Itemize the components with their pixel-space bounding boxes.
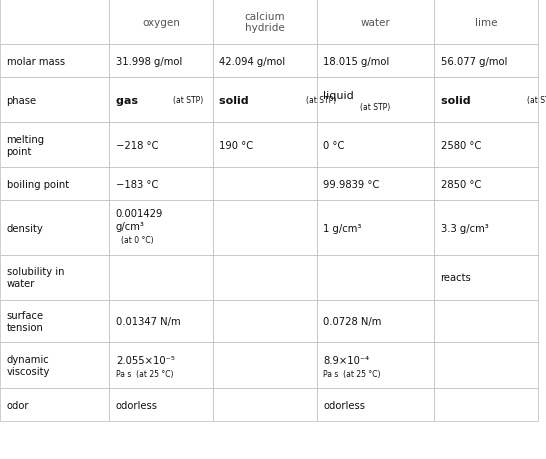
Text: solid: solid [219, 95, 253, 106]
Bar [109, 201, 213, 255]
Text: 2850 °C: 2850 °C [441, 179, 481, 190]
Text: 0.0728 N/m: 0.0728 N/m [323, 316, 382, 326]
Text: molar mass: molar mass [7, 56, 64, 67]
Text: dynamic
viscosity: dynamic viscosity [7, 355, 50, 376]
Text: 99.9839 °C: 99.9839 °C [323, 179, 379, 190]
Text: (at STP): (at STP) [527, 96, 546, 105]
Bar [0, 300, 109, 342]
Text: phase: phase [7, 95, 37, 106]
Bar [434, 0, 538, 45]
Bar [213, 168, 317, 201]
Bar [434, 342, 538, 388]
Bar [0, 78, 109, 123]
Text: Pa s  (at 25 °C): Pa s (at 25 °C) [116, 369, 173, 378]
Bar [109, 388, 213, 421]
Text: −183 °C: −183 °C [116, 179, 158, 190]
Text: 56.077 g/mol: 56.077 g/mol [441, 56, 507, 67]
Text: 8.9×10⁻⁴: 8.9×10⁻⁴ [323, 355, 369, 365]
Text: reacts: reacts [441, 273, 471, 283]
Text: Pa s  (at 25 °C): Pa s (at 25 °C) [323, 369, 381, 378]
Text: odorless: odorless [323, 400, 365, 410]
Bar [0, 123, 109, 168]
Bar [109, 168, 213, 201]
Bar [109, 0, 213, 45]
Bar [317, 255, 434, 300]
Bar [109, 255, 213, 300]
Bar [317, 45, 434, 78]
Bar [434, 45, 538, 78]
Text: (at STP): (at STP) [306, 96, 336, 105]
Text: gas: gas [116, 95, 141, 106]
Bar [434, 201, 538, 255]
Bar [0, 168, 109, 201]
Text: oxygen: oxygen [142, 17, 180, 28]
Text: 42.094 g/mol: 42.094 g/mol [219, 56, 286, 67]
Text: odor: odor [7, 400, 29, 410]
Bar [109, 45, 213, 78]
Bar [213, 300, 317, 342]
Text: water: water [360, 17, 390, 28]
Bar [213, 201, 317, 255]
Text: liquid: liquid [323, 90, 354, 101]
Text: 0 °C: 0 °C [323, 140, 345, 151]
Bar [317, 0, 434, 45]
Bar [213, 255, 317, 300]
Text: (at STP): (at STP) [360, 102, 390, 112]
Bar [0, 201, 109, 255]
Bar [317, 123, 434, 168]
Text: −218 °C: −218 °C [116, 140, 158, 151]
Bar [0, 342, 109, 388]
Bar [434, 300, 538, 342]
Bar [434, 78, 538, 123]
Text: lime: lime [474, 17, 497, 28]
Bar [213, 78, 317, 123]
Text: calcium
hydride: calcium hydride [245, 12, 285, 33]
Text: 3.3 g/cm³: 3.3 g/cm³ [441, 223, 488, 233]
Bar [434, 123, 538, 168]
Text: 18.015 g/mol: 18.015 g/mol [323, 56, 389, 67]
Bar [213, 123, 317, 168]
Bar [213, 45, 317, 78]
Bar [213, 342, 317, 388]
Bar [213, 388, 317, 421]
Bar [109, 123, 213, 168]
Text: 0.01347 N/m: 0.01347 N/m [116, 316, 180, 326]
Bar [0, 255, 109, 300]
Text: (at 0 °C): (at 0 °C) [121, 235, 154, 245]
Bar [434, 168, 538, 201]
Text: 1 g/cm³: 1 g/cm³ [323, 223, 361, 233]
Text: boiling point: boiling point [7, 179, 69, 190]
Text: 2580 °C: 2580 °C [441, 140, 481, 151]
Bar [109, 300, 213, 342]
Text: density: density [7, 223, 43, 233]
Bar [317, 342, 434, 388]
Text: 0.001429
g/cm³: 0.001429 g/cm³ [116, 209, 163, 231]
Text: surface
tension: surface tension [7, 311, 44, 332]
Text: 190 °C: 190 °C [219, 140, 253, 151]
Text: 2.055×10⁻⁵: 2.055×10⁻⁵ [116, 355, 175, 365]
Text: melting
point: melting point [7, 135, 45, 156]
Text: solid: solid [441, 95, 474, 106]
Bar [0, 0, 109, 45]
Bar [109, 342, 213, 388]
Bar [0, 388, 109, 421]
Bar [434, 255, 538, 300]
Text: odorless: odorless [116, 400, 158, 410]
Bar [109, 78, 213, 123]
Text: solubility in
water: solubility in water [7, 267, 64, 288]
Text: 31.998 g/mol: 31.998 g/mol [116, 56, 182, 67]
Bar [317, 168, 434, 201]
Bar [434, 388, 538, 421]
Text: (at STP): (at STP) [174, 96, 204, 105]
Bar [213, 0, 317, 45]
Bar [317, 388, 434, 421]
Bar [317, 78, 434, 123]
Bar [317, 201, 434, 255]
Bar [0, 45, 109, 78]
Bar [317, 300, 434, 342]
